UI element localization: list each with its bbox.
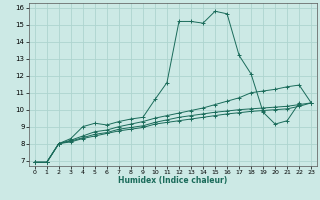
X-axis label: Humidex (Indice chaleur): Humidex (Indice chaleur) bbox=[118, 176, 228, 185]
